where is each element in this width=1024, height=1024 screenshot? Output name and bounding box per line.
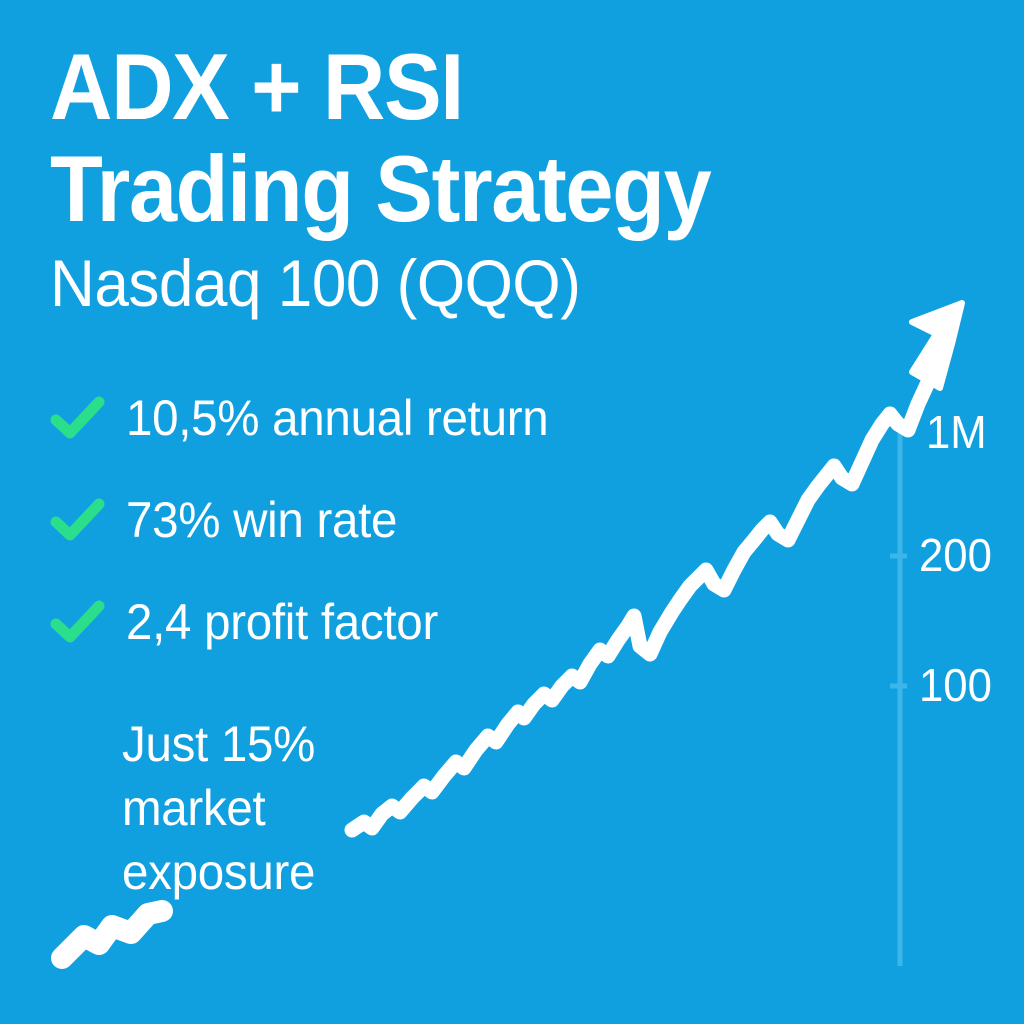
axis-tick-label-1m: 1M (926, 406, 987, 458)
check-icon (50, 396, 105, 439)
callout-line-1: Just 15% (122, 716, 316, 772)
arrow-head-icon (909, 300, 965, 391)
list-item: 10,5% annual return (50, 392, 690, 444)
title-line-1: ADX + RSI (50, 34, 464, 139)
page-title: ADX + RSI Trading Strategy Nasdaq 100 (Q… (50, 36, 768, 326)
equity-curve-fragment (51, 900, 173, 969)
page-subtitle: Nasdaq 100 (QQQ) (50, 246, 581, 320)
list-item-label: 10,5% annual return (126, 390, 549, 446)
equity-curve-line (344, 344, 950, 838)
callout-line-2: market (122, 780, 266, 836)
check-icon (50, 498, 105, 541)
callout-line-3: exposure (122, 844, 316, 900)
benefits-list: 10,5% annual return 73% win rate 2,4 pro… (50, 392, 690, 698)
list-item-label: 73% win rate (126, 492, 398, 548)
market-exposure-callout: Just 15% market exposure (122, 712, 325, 904)
axis-tick-label-200: 200 (919, 529, 992, 581)
list-item: 73% win rate (50, 494, 690, 546)
check-icon (50, 600, 105, 643)
list-item: 2,4 profit factor (50, 596, 690, 648)
axis-tick-label-100: 100 (919, 659, 992, 711)
list-item-label: 2,4 profit factor (126, 594, 438, 650)
title-line-2: Trading Strategy (50, 136, 712, 241)
